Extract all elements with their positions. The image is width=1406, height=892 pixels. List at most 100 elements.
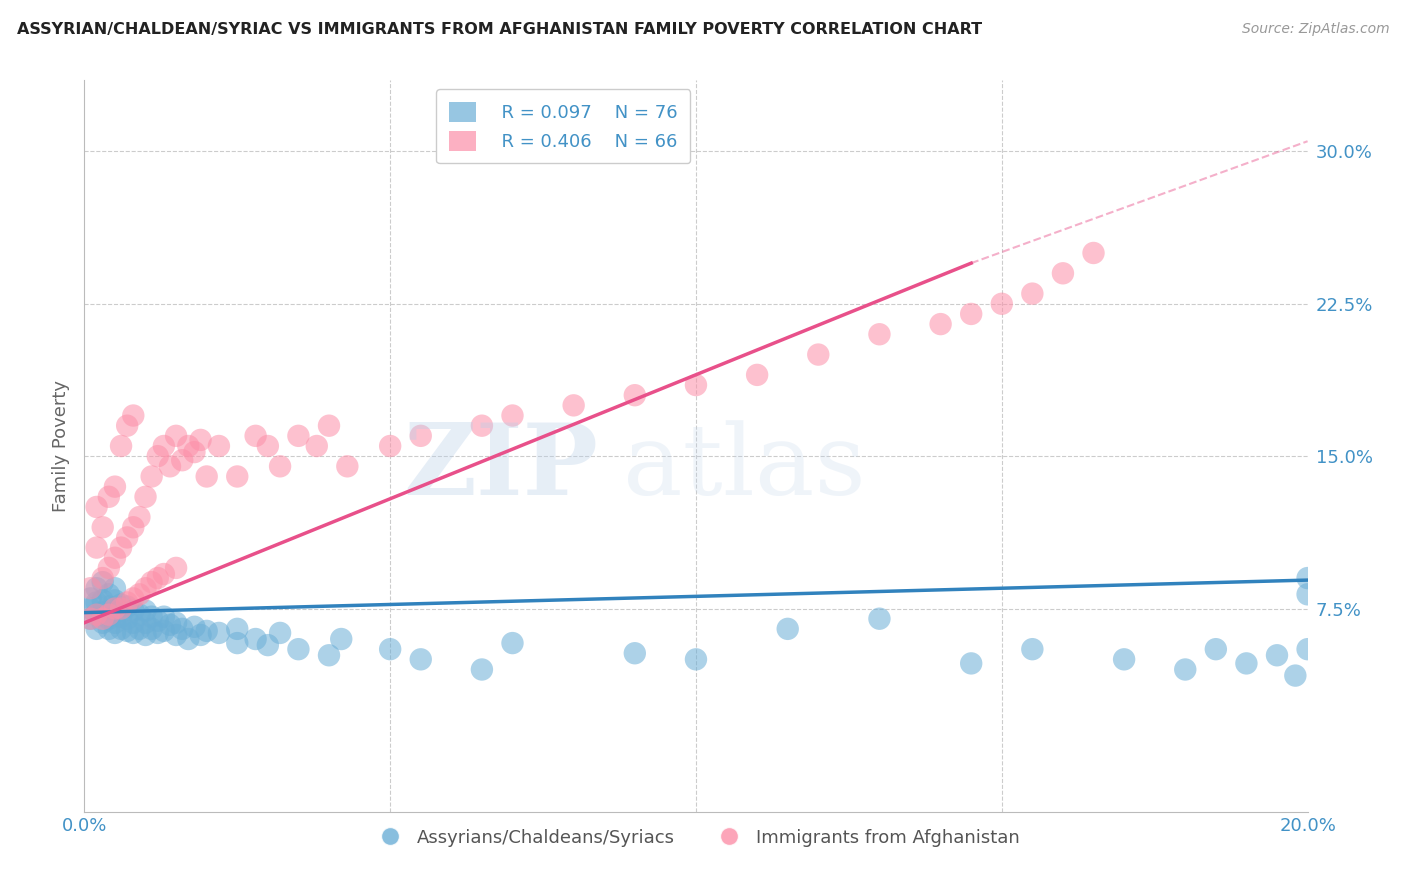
Point (1052, 266, 1074, 280)
Point (1205, 642, 1227, 657)
Point (141, 575, 163, 590)
Point (159, 459, 181, 474)
Point (172, 622, 194, 636)
Point (305, 439, 328, 453)
Point (146, 614, 169, 628)
Point (269, 459, 291, 474)
Point (1296, 587, 1319, 601)
Point (86, 607, 108, 622)
Point (97, 599, 120, 614)
Point (110, 598, 132, 612)
Point (115, 530, 138, 544)
Point (115, 624, 138, 638)
Point (128, 622, 150, 636)
Point (153, 624, 176, 638)
Point (685, 652, 707, 666)
Point (146, 571, 169, 585)
Point (86, 500, 108, 514)
Y-axis label: Family Poverty: Family Poverty (52, 380, 70, 512)
Point (97, 490, 120, 504)
Point (172, 453, 194, 467)
Point (135, 615, 157, 630)
Point (287, 429, 309, 443)
Point (79, 612, 101, 626)
Point (122, 520, 145, 534)
Point (135, 604, 157, 618)
Point (97, 561, 120, 575)
Point (122, 591, 145, 606)
Point (153, 439, 176, 453)
Point (380, 439, 402, 453)
Point (86, 541, 108, 555)
Point (115, 599, 138, 614)
Point (128, 607, 150, 622)
Point (97, 607, 120, 622)
Point (747, 368, 769, 382)
Point (960, 657, 983, 671)
Point (685, 378, 707, 392)
Point (122, 626, 145, 640)
Point (122, 409, 145, 423)
Point (330, 632, 353, 646)
Point (183, 445, 205, 459)
Point (190, 433, 212, 447)
Point (153, 609, 176, 624)
Point (208, 626, 231, 640)
Point (79, 612, 101, 626)
Point (153, 567, 176, 582)
Point (159, 617, 181, 632)
Point (128, 587, 150, 601)
Point (991, 297, 1014, 311)
Point (104, 615, 127, 630)
Point (1021, 642, 1043, 657)
Point (409, 429, 432, 443)
Point (91, 571, 114, 585)
Point (86, 607, 108, 622)
Point (1174, 663, 1197, 677)
Point (269, 626, 291, 640)
Point (226, 469, 249, 483)
Point (380, 642, 402, 657)
Point (1296, 642, 1319, 657)
Point (141, 609, 163, 624)
Point (471, 418, 494, 433)
Point (960, 307, 983, 321)
Text: ZIP: ZIP (404, 419, 598, 516)
Point (502, 409, 524, 423)
Point (104, 480, 127, 494)
Point (122, 615, 145, 630)
Point (165, 615, 187, 630)
Point (115, 595, 138, 609)
Point (929, 317, 952, 331)
Point (97, 612, 120, 626)
Point (115, 418, 138, 433)
Point (1265, 648, 1288, 663)
Point (165, 628, 187, 642)
Point (79, 601, 101, 615)
Point (776, 622, 799, 636)
Point (409, 652, 432, 666)
Point (807, 348, 830, 362)
Point (318, 648, 340, 663)
Point (97, 622, 120, 636)
Point (869, 612, 891, 626)
Point (1236, 657, 1258, 671)
Point (1296, 571, 1319, 585)
Point (141, 469, 163, 483)
Point (104, 581, 127, 595)
Point (208, 439, 231, 453)
Point (471, 663, 494, 677)
Point (190, 628, 212, 642)
Point (135, 628, 157, 642)
Point (91, 520, 114, 534)
Point (86, 581, 108, 595)
Point (86, 622, 108, 636)
Legend: Assyrians/Chaldeans/Syriacs, Immigrants from Afghanistan: Assyrians/Chaldeans/Syriacs, Immigrants … (364, 822, 1028, 854)
Point (165, 429, 187, 443)
Point (257, 439, 280, 453)
Point (91, 612, 114, 626)
Point (257, 638, 280, 652)
Point (245, 429, 267, 443)
Point (183, 620, 205, 634)
Point (79, 581, 101, 595)
